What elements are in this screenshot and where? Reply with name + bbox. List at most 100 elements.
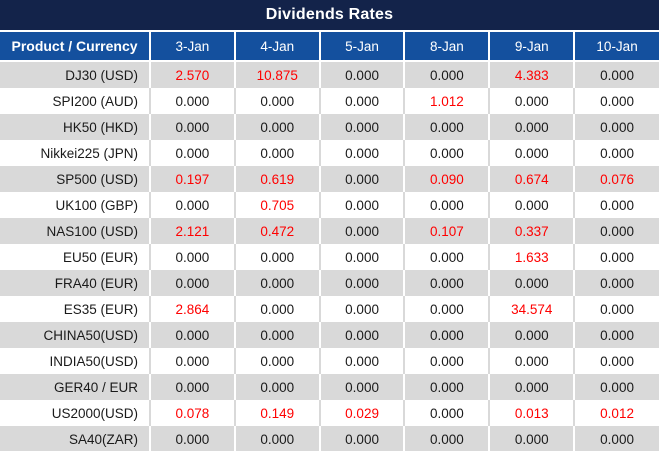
dividend-value-cell: 0.674: [488, 166, 575, 192]
table-row: FRA40 (EUR) 0.000 0.000 0.000 0.000 0.000 0.00…: [0, 270, 659, 296]
dividend-value-cell: 0.000: [403, 61, 490, 88]
dividend-value-cell: 0.000: [318, 114, 405, 140]
table-row: EU50 (EUR) 0.000 0.000 0.000 0.000 1.633 0.000: [0, 244, 659, 270]
table-row: UK100 (GBP) 0.000 0.705 0.000 0.000 0.000 0.00…: [0, 192, 659, 218]
product-label: HK50 (HKD): [0, 114, 150, 140]
dividend-value-cell: 0.000: [573, 426, 659, 451]
product-label: EU50 (EUR): [0, 244, 150, 270]
dividend-value-cell: 0.705: [233, 192, 320, 218]
dividend-value-cell: 0.000: [403, 348, 490, 374]
dividend-value-cell: 0.000: [488, 114, 575, 140]
dividend-value-cell: 0.000: [488, 374, 575, 400]
dividend-value-cell: 0.000: [403, 244, 490, 270]
dividend-value-cell: 0.000: [149, 374, 235, 400]
product-label: FRA40 (EUR): [0, 270, 150, 296]
dividend-value-cell: 0.000: [403, 192, 490, 218]
dividend-value-cell: 1.633: [488, 244, 575, 270]
date-column-header: 5-Jan: [318, 30, 405, 62]
dividend-value-cell: 0.197: [149, 166, 235, 192]
page-title: Dividends Rates: [265, 6, 394, 23]
dividend-value-cell: 0.000: [488, 140, 575, 166]
dividend-value-cell: 1.012: [403, 88, 490, 114]
dividend-value-cell: 0.000: [573, 244, 659, 270]
date-column-header: 9-Jan: [488, 30, 575, 62]
dividend-value-cell: 0.107: [403, 218, 490, 244]
dividend-value-cell: 0.000: [318, 218, 405, 244]
dividend-value-cell: 0.000: [233, 270, 320, 296]
dividend-value-cell: 0.090: [403, 166, 490, 192]
title-bar: Dividends Rates: [0, 0, 659, 30]
dividend-value-cell: 0.000: [403, 296, 490, 322]
dividends-table: Product / Currency 3-Jan 4-Jan 5-Jan 8-Jan 9…: [0, 30, 659, 451]
dividend-value-cell: 0.472: [233, 218, 320, 244]
dividend-value-cell: 4.383: [488, 61, 575, 88]
dividend-value-cell: 0.000: [318, 61, 405, 88]
dividend-value-cell: 0.029: [318, 400, 405, 426]
product-label: ES35 (EUR): [0, 296, 150, 322]
dividend-value-cell: 0.000: [233, 348, 320, 374]
product-currency-header: Product / Currency: [0, 30, 150, 62]
dividend-value-cell: 0.000: [403, 270, 490, 296]
product-label: SP500 (USD): [0, 166, 150, 192]
dividend-value-cell: 0.000: [318, 88, 405, 114]
dividend-value-cell: 0.000: [149, 244, 235, 270]
dividend-value-cell: 2.121: [149, 218, 235, 244]
date-column-header: 10-Jan: [573, 30, 659, 62]
dividend-value-cell: 0.000: [318, 348, 405, 374]
dividend-value-cell: 0.000: [233, 296, 320, 322]
dividend-value-cell: 34.574: [488, 296, 575, 322]
table-row: DJ30 (USD) 2.570 10.875 0.000 0.000 4.383 0.00…: [0, 61, 659, 88]
dividend-value-cell: 0.000: [573, 140, 659, 166]
dividend-value-cell: 0.076: [573, 166, 659, 192]
dividend-value-cell: 0.013: [488, 400, 575, 426]
dividend-value-cell: 0.000: [149, 270, 235, 296]
table-row: US2000(USD) 0.078 0.149 0.029 0.000 0.013 0.01…: [0, 400, 659, 426]
dividend-value-cell: 0.012: [573, 400, 659, 426]
dividend-value-cell: 0.337: [488, 218, 575, 244]
product-label: UK100 (GBP): [0, 192, 150, 218]
dividend-value-cell: 0.000: [149, 88, 235, 114]
header-row: Product / Currency 3-Jan 4-Jan 5-Jan 8-Jan 9…: [0, 30, 659, 62]
table-row: GER40 / EUR 0.000 0.000 0.000 0.000 0.000 0.00…: [0, 374, 659, 400]
dividend-value-cell: 0.000: [233, 322, 320, 348]
product-label: US2000(USD): [0, 400, 150, 426]
table-row: INDIA50(USD) 0.000 0.000 0.000 0.000 0.000 0.0…: [0, 348, 659, 374]
dividend-value-cell: 0.000: [403, 400, 490, 426]
dividend-value-cell: 0.000: [233, 426, 320, 451]
dividend-value-cell: 0.000: [573, 270, 659, 296]
dividend-value-cell: 0.000: [318, 140, 405, 166]
dividend-value-cell: 2.864: [149, 296, 235, 322]
dividend-value-cell: 0.000: [318, 244, 405, 270]
table-row: HK50 (HKD) 0.000 0.000 0.000 0.000 0.000 0.000: [0, 114, 659, 140]
dividend-value-cell: 0.000: [488, 270, 575, 296]
table-row: NAS100 (USD) 2.121 0.472 0.000 0.107 0.337 0.0…: [0, 218, 659, 244]
dividend-value-cell: 0.000: [233, 114, 320, 140]
dividend-value-cell: 0.000: [318, 322, 405, 348]
date-column-header: 8-Jan: [403, 30, 490, 62]
dividend-value-cell: 0.000: [318, 270, 405, 296]
product-label: SPI200 (AUD): [0, 88, 150, 114]
product-label: DJ30 (USD): [0, 61, 150, 88]
dividend-value-cell: 0.000: [573, 322, 659, 348]
dividend-value-cell: 0.000: [149, 140, 235, 166]
table-header: Product / Currency 3-Jan 4-Jan 5-Jan 8-Jan 9…: [0, 30, 659, 62]
dividend-value-cell: 0.078: [149, 400, 235, 426]
product-label: CHINA50(USD): [0, 322, 150, 348]
dividend-value-cell: 0.000: [488, 426, 575, 451]
dividend-value-cell: 0.000: [573, 61, 659, 88]
dividend-value-cell: 0.000: [233, 140, 320, 166]
table-row: SP500 (USD) 0.197 0.619 0.000 0.090 0.674 0.07…: [0, 166, 659, 192]
dividend-value-cell: 10.875: [233, 61, 320, 88]
dividend-value-cell: 0.000: [573, 348, 659, 374]
table-row: CHINA50(USD) 0.000 0.000 0.000 0.000 0.000 0.0…: [0, 322, 659, 348]
dividend-value-cell: 0.000: [488, 322, 575, 348]
dividend-value-cell: 0.000: [149, 114, 235, 140]
product-label: NAS100 (USD): [0, 218, 150, 244]
dividend-value-cell: 0.000: [149, 348, 235, 374]
dividend-value-cell: 0.000: [149, 192, 235, 218]
dividend-value-cell: 0.000: [318, 374, 405, 400]
dividend-value-cell: 0.000: [403, 322, 490, 348]
dividend-value-cell: 0.000: [573, 114, 659, 140]
table-row: SA40(ZAR) 0.000 0.000 0.000 0.000 0.000 0.000: [0, 426, 659, 451]
